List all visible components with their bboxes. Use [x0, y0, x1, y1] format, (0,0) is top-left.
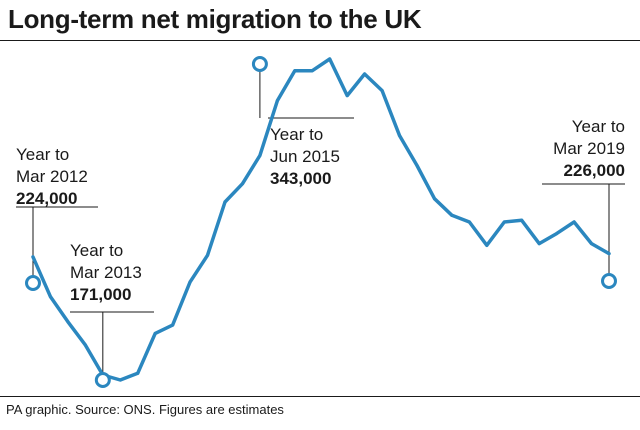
data-point-17: [328, 57, 332, 61]
data-point-24: [450, 213, 454, 217]
chart-title: Long-term net migration to the UK: [8, 4, 422, 34]
data-point-32: [590, 242, 594, 246]
annotation-marker-3: [601, 273, 617, 289]
annotation-mar-2019-line2: Mar 2019: [553, 139, 625, 158]
data-point-3: [83, 343, 87, 347]
footer-divider: [0, 396, 640, 397]
annotation-jun-2015-line2: Jun 2015: [270, 147, 340, 166]
annotation-mar-2013-line1: Year to: [70, 241, 123, 260]
annotation-jun-2015-line1: Year to: [270, 125, 323, 144]
annotation-marker-2: [251, 56, 268, 72]
data-point-31: [572, 220, 576, 224]
data-point-33: [607, 252, 611, 256]
annotation-mar-2012-line1: Year to: [16, 145, 69, 164]
annotation-mar-2019-value: 226,000: [564, 161, 625, 180]
data-point-5: [118, 378, 122, 382]
annotation-leader-lines: [16, 64, 625, 380]
data-point-22: [415, 163, 419, 167]
data-points: [31, 57, 611, 382]
data-point-27: [502, 220, 506, 224]
annotation-jun-2015-value: 343,000: [270, 169, 331, 188]
data-point-15: [293, 69, 297, 73]
data-point-28: [520, 218, 524, 222]
data-point-26: [485, 243, 489, 247]
annotation-mar-2013-line2: Mar 2013: [70, 263, 142, 282]
annotation-mar-2012-value: 224,000: [16, 189, 77, 208]
data-point-1: [48, 295, 52, 299]
data-point-8: [171, 323, 175, 327]
data-point-20: [380, 89, 384, 93]
data-point-9: [188, 280, 192, 284]
data-point-6: [136, 371, 140, 375]
series-line: [31, 57, 611, 382]
annotation-marker-1: [94, 372, 111, 388]
data-point-11: [223, 200, 227, 204]
annotation-markers: [25, 56, 617, 388]
data-point-13: [258, 153, 262, 157]
data-point-16: [310, 69, 314, 73]
data-point-19: [363, 72, 367, 76]
data-point-10: [206, 253, 210, 257]
data-point-21: [398, 134, 402, 138]
data-point-2: [66, 320, 70, 324]
annotation-mar-2013-value: 171,000: [70, 285, 131, 304]
title-divider: [0, 40, 640, 41]
annotation-mar-2019-line1: Year to: [572, 117, 625, 136]
data-point-30: [555, 232, 559, 236]
annotation-mar-2012-line2: Mar 2012: [16, 167, 88, 186]
source-note: PA graphic. Source: ONS. Figures are est…: [6, 402, 284, 417]
data-point-12: [240, 182, 244, 186]
data-point-0: [31, 255, 35, 259]
data-point-18: [345, 94, 349, 98]
annotation-marker-0: [25, 275, 41, 291]
data-point-23: [432, 197, 436, 201]
data-point-25: [467, 220, 471, 224]
data-point-14: [275, 99, 279, 103]
data-point-29: [537, 242, 541, 246]
data-point-7: [153, 331, 157, 335]
